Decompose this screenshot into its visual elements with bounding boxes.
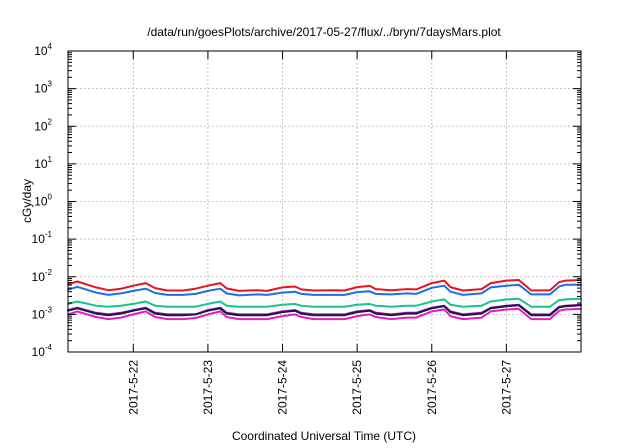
x-tick-label: 2017-5-23 xyxy=(201,360,215,415)
y-tick-label: 104 xyxy=(34,42,52,58)
x-tick-label: 2017-5-22 xyxy=(126,360,140,415)
grid xyxy=(68,51,581,352)
series-line-3 xyxy=(67,297,582,308)
series-line-2 xyxy=(67,283,582,297)
series-line-1 xyxy=(67,279,582,292)
y-tick-label: 103 xyxy=(34,80,52,96)
y-tick-label: 101 xyxy=(34,155,52,171)
series-line-6 xyxy=(67,307,582,321)
x-tick-label: 2017-5-26 xyxy=(425,360,439,415)
x-axis-label: Coordinated Universal Time (UTC) xyxy=(232,429,416,443)
x-tick-label: 2017-5-24 xyxy=(276,360,290,415)
y-tick-label: 10-3 xyxy=(32,305,53,321)
x-tick-label: 2017-5-25 xyxy=(350,360,364,415)
y-tick-label: 10-2 xyxy=(32,268,53,284)
y-tick-label: 10-1 xyxy=(32,230,53,246)
y-tick-label: 100 xyxy=(34,193,52,209)
chart-title: /data/run/goesPlots/archive/2017-05-27/f… xyxy=(147,25,501,39)
series-group xyxy=(67,279,582,321)
series-line-5 xyxy=(67,304,582,317)
y-axis-label: cGy/day xyxy=(20,179,34,223)
y-tick-label: 102 xyxy=(34,117,52,133)
y-tick-labels: 10-4 10-3 10-2 10-1 100 101 102 103 104 xyxy=(32,42,53,359)
axis-ticks xyxy=(68,50,581,353)
y-tick-label: 10-4 xyxy=(32,343,53,359)
x-tick-labels: 2017-5-22 2017-5-23 2017-5-24 2017-5-25 2017… xyxy=(126,360,513,415)
x-tick-label: 2017-5-27 xyxy=(499,360,513,415)
